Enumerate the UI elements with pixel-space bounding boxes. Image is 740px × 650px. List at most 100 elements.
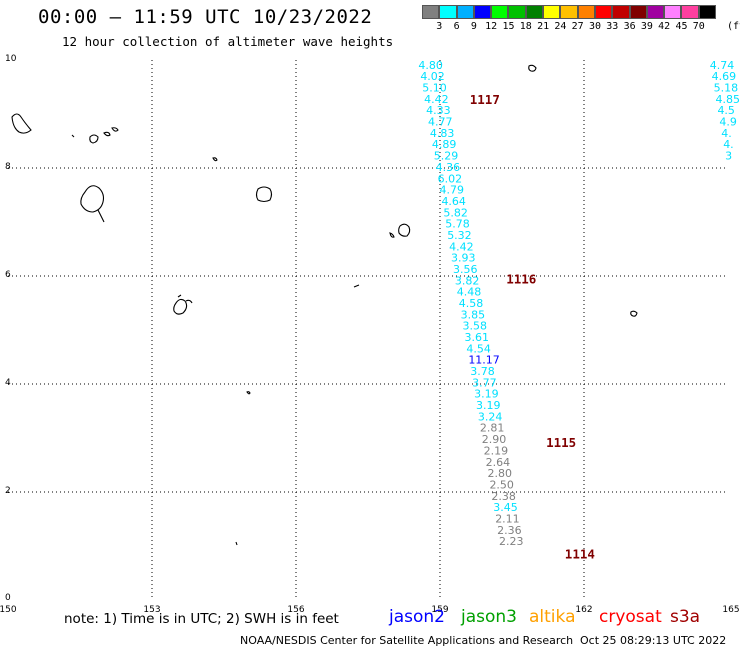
wave-height-value: 3.85	[461, 308, 486, 321]
satellite-name-jason3: jason3	[461, 607, 517, 627]
x-tick-label: 159	[431, 605, 448, 615]
wave-height-value: 4.	[721, 127, 732, 140]
legend-label: 27	[571, 21, 584, 32]
legend-swatch	[612, 5, 630, 19]
wave-height-value: 6.02	[438, 172, 463, 185]
wave-height-value: 4.64	[441, 195, 466, 208]
wave-height-points: 4.804.025.104.424.334.774.834.895.294.36…	[418, 59, 740, 548]
wave-height-value: 11.17	[468, 354, 500, 367]
island-outline	[630, 310, 638, 317]
legend-label: 30	[588, 21, 602, 32]
wave-height-value: 5.32	[447, 229, 472, 242]
legend-label: 12	[485, 21, 498, 32]
legend-label: 15	[502, 21, 515, 32]
wave-height-value: 4.58	[459, 297, 484, 310]
wave-height-value: 4.33	[426, 104, 451, 117]
legend-swatch	[491, 5, 509, 19]
wave-height-value: 5.82	[443, 206, 468, 219]
island-outline	[71, 134, 75, 138]
wave-height-value: 3.61	[464, 331, 489, 344]
wave-height-value: 3.19	[474, 388, 499, 401]
legend-swatch	[560, 5, 578, 19]
island-outline	[212, 157, 218, 162]
wave-height-value: 5.10	[422, 82, 447, 95]
wave-height-value: 5.78	[445, 218, 470, 231]
island-outline	[255, 186, 273, 203]
satellite-name-jason2: jason2	[389, 607, 445, 627]
wave-height-value: 2.19	[484, 444, 509, 457]
island-outline	[103, 127, 119, 137]
y-tick-label: 2	[5, 486, 11, 496]
wave-height-value: 4.77	[428, 116, 453, 129]
legend-label: 70	[692, 21, 705, 32]
legend-swatch	[439, 5, 457, 19]
satellite-name-altika: altika	[529, 607, 576, 627]
wave-height-value: 4.	[723, 138, 734, 151]
wave-height-value: 4.42	[449, 240, 474, 253]
wave-height-value: 4.5	[717, 104, 735, 117]
wave-height-value: 2.36	[497, 524, 522, 537]
x-tick-label: 162	[575, 605, 592, 615]
wave-height-value: 4.42	[424, 93, 449, 106]
wave-height-value: 5.18	[714, 82, 739, 95]
legend-swatch	[543, 5, 561, 19]
y-tick-label: 10	[5, 54, 17, 64]
x-tick-label: 165	[722, 605, 739, 615]
island-outline	[80, 185, 105, 223]
legend-swatch	[473, 5, 492, 19]
time-marker-label: 1117	[470, 92, 500, 107]
legend-swatch	[508, 5, 526, 19]
units-note: note: 1) Time is in UTC; 2) SWH is in fe…	[64, 611, 339, 627]
wave-height-value: 4.48	[457, 286, 482, 299]
time-markers: 1117 1116 1115 1114	[470, 92, 595, 562]
y-tick-label: 4	[5, 378, 11, 388]
wave-height-value: 3.56	[453, 263, 478, 276]
time-marker-label: 1114	[565, 547, 595, 562]
y-tick-label: 0	[5, 593, 11, 603]
wave-height-value: 4.54	[466, 342, 491, 355]
axis-tick-labels: 150 153 156 159 162 165 0 2 4 6 8 10	[0, 54, 740, 615]
legend-swatch	[594, 5, 613, 19]
time-marker-label: 1115	[546, 435, 576, 450]
wave-height-value: 3.45	[493, 501, 518, 514]
island-outlines	[11, 64, 638, 546]
island-outline	[246, 391, 251, 395]
island-outline	[11, 113, 32, 134]
island-outline	[353, 284, 360, 288]
wave-height-value: 4.36	[436, 161, 461, 174]
wave-height-value: 3.19	[476, 399, 501, 412]
wave-height-value: 4.80	[418, 59, 443, 72]
wave-height-value: 3.58	[463, 320, 488, 333]
legend-label: 45	[675, 21, 688, 32]
wave-height-value: 2.38	[491, 490, 516, 503]
wave-height-value: 4.9	[719, 116, 737, 129]
wave-height-value: 3.93	[451, 252, 476, 265]
satellite-name-s3a: s3a	[670, 607, 701, 627]
legend-label: 36	[623, 21, 636, 32]
x-tick-label: 153	[143, 605, 160, 615]
y-tick-label: 8	[5, 162, 11, 172]
legend-color-bar	[422, 5, 717, 19]
wave-height-value: 3.78	[470, 365, 495, 378]
wave-height-value: 4.02	[420, 70, 445, 83]
legend-swatch	[698, 5, 717, 19]
wave-height-value: 3.82	[455, 274, 480, 287]
wave-height-value: 4.85	[716, 93, 740, 106]
island-outline	[235, 541, 238, 546]
legend-swatch	[629, 5, 647, 19]
legend-label: 33	[606, 21, 619, 32]
legend-label: 24	[554, 21, 567, 32]
wave-height-value: 5.29	[434, 150, 459, 163]
legend-label: 39	[640, 21, 653, 32]
legend-label: 21	[537, 21, 550, 32]
map-grid	[8, 60, 728, 600]
wave-height-value: 4.79	[440, 184, 465, 197]
legend-label: 6	[453, 21, 460, 32]
legend-swatch	[577, 5, 595, 19]
wave-height-value: 2.90	[482, 433, 507, 446]
wave-height-value: 4.74	[710, 59, 735, 72]
time-marker-label: 1116	[506, 272, 536, 287]
